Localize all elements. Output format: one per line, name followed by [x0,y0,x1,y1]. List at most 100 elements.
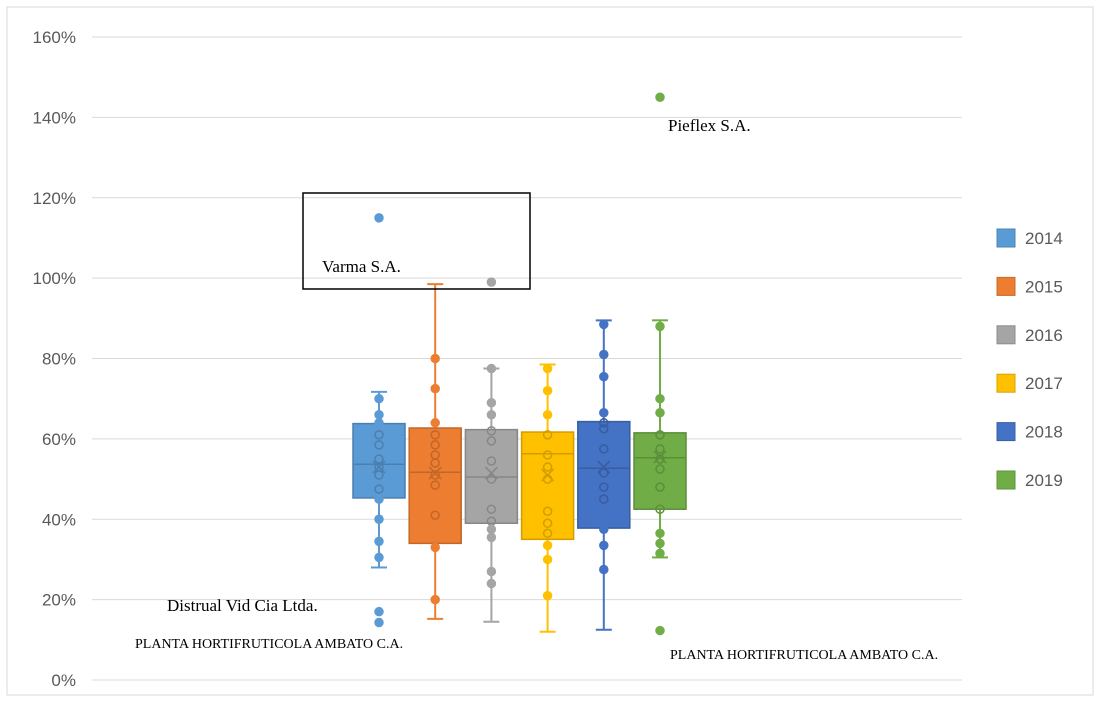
box-iqr [408,427,462,545]
annotation-pieflex: Pieflex S.A. [668,116,751,135]
data-point [430,594,440,605]
data-point [655,454,665,464]
y-tick-label: 0% [51,671,76,690]
data-point [430,510,440,520]
legend-label-2017: 2017 [1025,374,1063,393]
data-point [486,504,497,514]
data-point [655,464,665,474]
data-point [374,514,384,524]
data-point [542,474,553,484]
y-tick-label: 40% [42,510,76,529]
data-point [430,440,440,450]
box-iqr [577,420,631,529]
data-point [542,554,553,565]
data-point [599,408,609,418]
data-point [542,518,553,529]
data-point [486,410,497,420]
varma-highlight-frame [302,192,531,290]
data-point [486,277,497,287]
box-group-2017 [520,363,575,633]
data-point [486,578,497,589]
data-point [599,371,609,382]
data-point [655,482,665,492]
data-point [374,494,384,504]
data-point [374,484,384,494]
data-point [542,410,553,420]
data-point [374,470,384,480]
data-point [655,538,665,549]
data-point [655,393,665,404]
data-point [374,393,384,404]
data-point [374,418,384,428]
mean-marker [372,460,386,474]
data-point [655,92,665,103]
data-point [374,213,384,223]
data-point [542,450,553,460]
data-point [599,540,609,551]
data-point [542,385,553,396]
data-point [486,363,497,374]
y-tick-label: 80% [42,350,76,369]
data-point [599,319,609,330]
data-point [430,458,440,468]
data-point [542,528,553,539]
data-point [486,524,497,535]
data-point [430,480,440,490]
data-point [430,542,440,553]
data-point [430,353,440,364]
legend-label-2019: 2019 [1025,471,1063,490]
data-point [374,410,384,420]
data-point [430,383,440,394]
y-tick-label: 60% [42,430,76,449]
box-iqr [352,422,406,499]
data-point [374,440,384,450]
data-point [655,444,665,454]
data-point [599,444,609,454]
annotation-varma: Varma S.A. [322,257,401,276]
data-point [430,418,440,428]
legend-swatch-2014 [996,228,1016,248]
data-point [542,506,553,516]
data-point [542,363,553,374]
box-group-2015 [408,283,462,620]
annotation-planta-right: PLANTA HORTIFRUTICOLA AMBATO C.A. [670,648,938,663]
data-point [655,430,665,440]
legend-swatch-2019 [996,470,1016,490]
data-point [486,456,497,466]
data-point [655,528,665,539]
legend-label-2015: 2015 [1025,277,1063,296]
data-point [599,564,609,575]
data-point [542,590,553,601]
data-point [542,462,553,472]
y-axis-tick-labels: 0% 20% 40% 60% 80% 100% 120% 140% 160% [33,28,76,690]
y-tick-label: 120% [33,189,76,208]
data-point [599,418,609,428]
data-point [374,606,384,617]
data-point [374,617,384,628]
data-point [430,470,440,480]
data-point [599,349,609,360]
chart-border [6,6,1094,696]
data-point [599,524,609,535]
legend: 2014 2015 2016 2017 2018 2019 [996,228,1063,490]
legend-swatch-2016 [996,325,1016,345]
y-tick-label: 100% [33,269,76,288]
data-point [486,474,497,484]
box-iqr [520,431,575,541]
data-point [486,532,497,543]
data-point [542,540,553,551]
box-series [352,92,687,636]
box-group-2019 [633,92,687,636]
data-point [655,625,665,636]
data-point [599,482,609,492]
legend-label-2018: 2018 [1025,423,1063,442]
data-point [374,536,384,547]
data-point [655,408,665,418]
legend-swatch-2017 [996,373,1016,393]
annotation-planta-left: PLANTA HORTIFRUTICOLA AMBATO C.A. [135,637,403,652]
data-point [486,566,497,577]
y-tick-label: 20% [42,591,76,610]
data-point [655,504,665,514]
gridlines [92,36,962,681]
